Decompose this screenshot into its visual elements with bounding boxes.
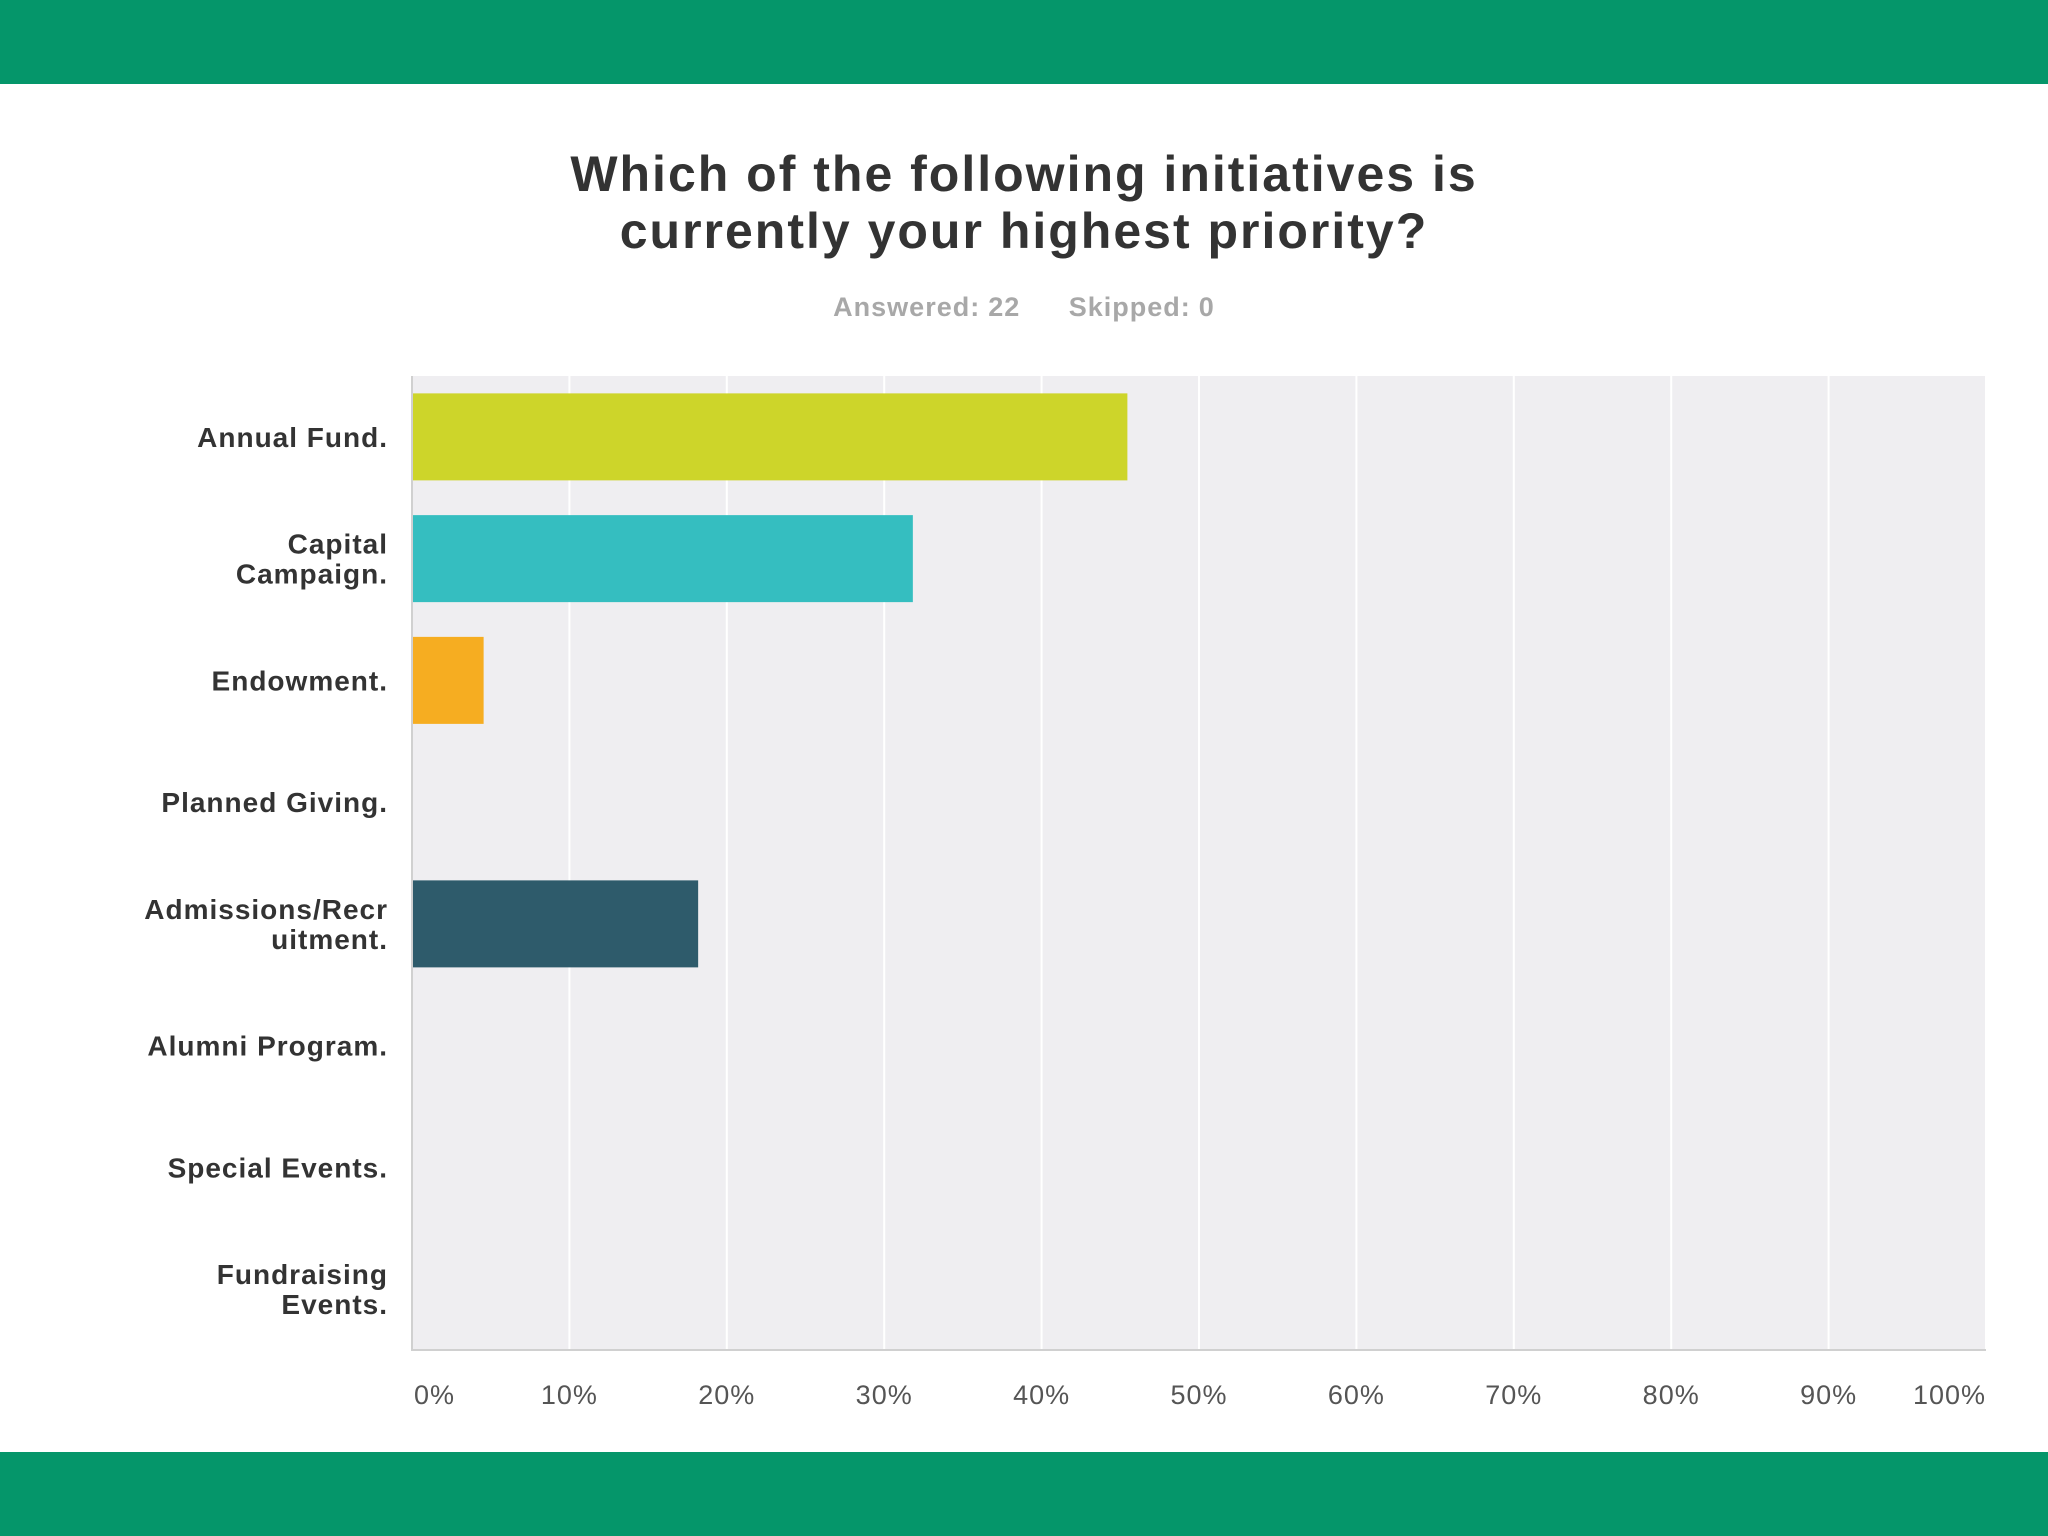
category-label-line: Fundraising (217, 1259, 388, 1290)
category-label: Alumni Program. (147, 1031, 388, 1062)
answered-label: Answered: (833, 292, 981, 322)
category-label-line: Admissions/Recr (144, 894, 388, 925)
category-label: Special Events. (168, 1152, 388, 1183)
x-tick-label: 90% (1800, 1380, 1857, 1410)
response-stats: Answered: 22 Skipped: 0 (0, 292, 2048, 323)
category-label: Annual Fund. (197, 422, 388, 453)
bar (413, 880, 699, 968)
skipped-label: Skipped: (1068, 292, 1191, 322)
category-label: Endowment. (212, 665, 388, 696)
category-label-line: Events. (281, 1289, 388, 1320)
answered-stat: Answered: 22 (833, 292, 1020, 323)
bar (413, 636, 484, 724)
chart-title-line-1: Which of the following initiatives is (570, 146, 1478, 202)
category-label-line: Special Events. (168, 1152, 388, 1183)
x-tick-label: 20% (698, 1380, 755, 1410)
x-tick-label: 40% (1013, 1380, 1070, 1410)
top-green-band (0, 0, 2048, 84)
category-label: Capital Campaign. (236, 529, 388, 590)
category-label: Admissions/Recr uitment. (144, 894, 388, 955)
x-tick-label: 0% (414, 1380, 455, 1410)
category-label: Planned Giving. (161, 787, 388, 818)
category-label-line: uitment. (271, 924, 388, 955)
skipped-stat: Skipped: 0 (1069, 292, 1215, 323)
chart-title-line-2: currently your highest priority? (619, 203, 1429, 259)
x-tick-label: 30% (856, 1380, 913, 1410)
x-tick-label: 70% (1485, 1380, 1542, 1410)
bottom-green-band (0, 1452, 2048, 1536)
answered-count: 22 (988, 292, 1021, 322)
category-label-line: Campaign. (236, 559, 388, 590)
category-label: Fundraising Events. (217, 1259, 388, 1320)
x-tick-label: 50% (1170, 1380, 1227, 1410)
category-label-line: Planned Giving. (161, 787, 388, 818)
category-label-line: Alumni Program. (147, 1031, 388, 1062)
x-tick-label: 100% (1913, 1380, 1986, 1410)
x-tick-label: 80% (1643, 1380, 1700, 1410)
bar (413, 393, 1128, 481)
bar (413, 515, 913, 603)
category-label-line: Capital (288, 529, 388, 560)
chart-title: Which of the following initiatives is cu… (0, 146, 2048, 260)
skipped-count: 0 (1198, 292, 1215, 322)
x-tick-label: 10% (541, 1380, 598, 1410)
category-label-line: Annual Fund. (197, 422, 388, 453)
x-tick-label: 60% (1328, 1380, 1385, 1410)
category-label-line: Endowment. (212, 665, 388, 696)
